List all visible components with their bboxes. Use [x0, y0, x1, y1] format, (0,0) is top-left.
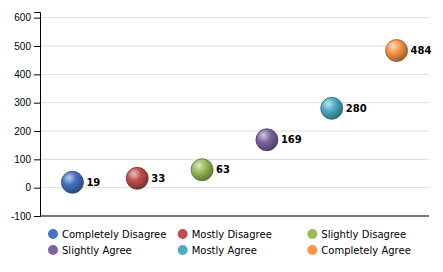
y-tick-label: 100	[14, 154, 31, 165]
y-tick-mark	[34, 159, 40, 160]
legend-item: Completely Disagree	[48, 229, 166, 240]
grid-line	[40, 102, 429, 103]
grid-line	[40, 216, 429, 217]
y-tick: 500	[14, 41, 40, 52]
legend-label: Mostly Agree	[192, 245, 257, 256]
chart: -100 0 100 200 300 400 500 600 19 33 63 169 280 484 Co…	[0, 0, 443, 272]
legend-label: Mostly Disagree	[192, 229, 272, 240]
y-axis-line	[34, 13, 41, 217]
y-tick: 200	[14, 126, 40, 137]
legend: Completely Disagree Mostly Disagree Slight…	[48, 229, 411, 256]
legend-item: Mostly Agree	[178, 245, 257, 256]
legend-item: Completely Agree	[307, 245, 410, 256]
y-tick: -100	[11, 211, 40, 222]
legend-label: Completely Disagree	[62, 229, 166, 240]
legend-swatch	[178, 245, 188, 255]
grid-line	[40, 17, 429, 18]
legend-item: Mostly Disagree	[178, 229, 272, 240]
data-label: 19	[86, 177, 100, 188]
data-labels: 19 33 63 169 280 484	[86, 45, 431, 188]
y-tick-mark	[34, 46, 40, 47]
grid-line	[40, 74, 429, 75]
y-tick-mark	[34, 131, 40, 132]
y-tick-label: 300	[14, 97, 31, 108]
sphere	[61, 171, 83, 193]
data-label: 484	[411, 45, 432, 56]
legend-label: Slightly Agree	[62, 245, 132, 256]
legend-swatch	[48, 229, 58, 239]
grid	[40, 18, 429, 216]
data-label: 33	[151, 173, 165, 184]
y-tick-label: 200	[14, 126, 31, 137]
y-tick-label: 0	[25, 182, 31, 193]
y-tick-mark	[34, 188, 40, 189]
y-tick: 600	[14, 12, 40, 23]
y-axis: -100 0 100 200 300 400 500 600	[11, 12, 41, 221]
y-tick: 300	[14, 97, 40, 108]
sphere	[386, 40, 408, 62]
grid-line	[40, 46, 429, 47]
legend-item: Slightly Disagree	[307, 229, 406, 240]
grid-line	[40, 159, 429, 160]
marks	[61, 40, 407, 194]
y-tick-mark	[34, 103, 40, 104]
sphere	[321, 97, 343, 119]
y-tick-label: 500	[14, 41, 31, 52]
sphere	[256, 129, 278, 151]
data-label: 280	[346, 103, 367, 114]
legend-swatch	[48, 245, 58, 255]
y-tick-mark	[34, 18, 40, 19]
data-label: 169	[281, 134, 302, 145]
legend-label: Completely Agree	[321, 245, 410, 256]
y-tick: 0	[25, 182, 40, 193]
sphere	[191, 159, 213, 181]
y-tick-mark	[34, 216, 40, 217]
y-tick: 100	[14, 154, 40, 165]
plot: -100 0 100 200 300 400 500 600 19 33 63 169 280 484	[11, 12, 432, 221]
data-label: 63	[216, 164, 230, 175]
y-tick-label: 600	[14, 12, 31, 23]
y-tick-label: -100	[11, 211, 31, 222]
legend-swatch	[307, 229, 317, 239]
y-tick-label: 400	[14, 69, 31, 80]
y-tick: 400	[14, 69, 40, 80]
grid-line	[40, 131, 429, 132]
sphere	[126, 167, 148, 189]
y-tick-mark	[34, 74, 40, 75]
legend-item: Slightly Agree	[48, 245, 132, 256]
x-axis-line	[40, 216, 429, 217]
legend-label: Slightly Disagree	[321, 229, 406, 240]
legend-swatch	[307, 245, 317, 255]
legend-swatch	[178, 229, 188, 239]
